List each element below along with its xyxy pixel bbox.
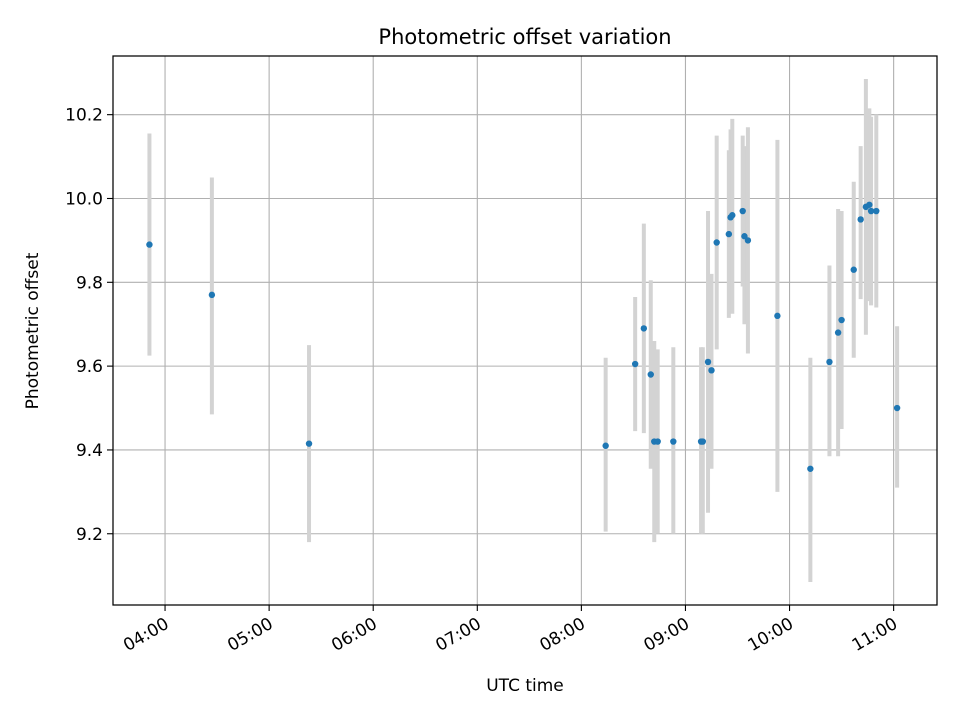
data-point bbox=[602, 442, 609, 449]
y-axis-title: Photometric offset bbox=[23, 252, 43, 409]
chart-title: Photometric offset variation bbox=[378, 25, 671, 49]
data-point bbox=[739, 207, 746, 215]
data-point bbox=[873, 207, 880, 215]
data-point bbox=[305, 440, 313, 447]
data-point bbox=[826, 358, 833, 366]
data-point bbox=[807, 465, 814, 472]
data-point bbox=[699, 438, 707, 445]
data-point bbox=[704, 358, 712, 366]
plot-frame bbox=[112, 55, 938, 606]
data-point bbox=[631, 360, 639, 368]
data-point bbox=[838, 316, 845, 324]
data-point bbox=[893, 404, 901, 412]
data-point bbox=[640, 325, 648, 332]
y-tick-label: 9.8 bbox=[76, 273, 103, 293]
y-tick-label: 9.6 bbox=[76, 357, 103, 377]
data-point bbox=[708, 367, 715, 374]
data-point bbox=[867, 207, 875, 215]
y-tick-label: 9.2 bbox=[76, 525, 103, 545]
data-point bbox=[654, 438, 661, 445]
y-tick-label: 10.0 bbox=[65, 189, 103, 209]
data-point bbox=[857, 216, 864, 223]
y-tick-label: 10.2 bbox=[65, 106, 103, 126]
grid bbox=[113, 56, 937, 605]
data-point bbox=[208, 291, 216, 299]
data-point bbox=[774, 312, 781, 320]
data-point bbox=[725, 230, 733, 238]
data-point bbox=[729, 212, 736, 219]
data-point bbox=[647, 371, 654, 378]
x-axis-title: UTC time bbox=[486, 676, 564, 696]
data-point bbox=[713, 239, 720, 246]
data-point bbox=[146, 241, 153, 248]
y-tick-label: 9.4 bbox=[76, 441, 103, 461]
data-point bbox=[866, 201, 873, 208]
data-point bbox=[744, 237, 752, 244]
data-point bbox=[834, 329, 842, 336]
data-point bbox=[670, 438, 677, 445]
data-points bbox=[146, 201, 901, 472]
data-point bbox=[850, 266, 857, 273]
